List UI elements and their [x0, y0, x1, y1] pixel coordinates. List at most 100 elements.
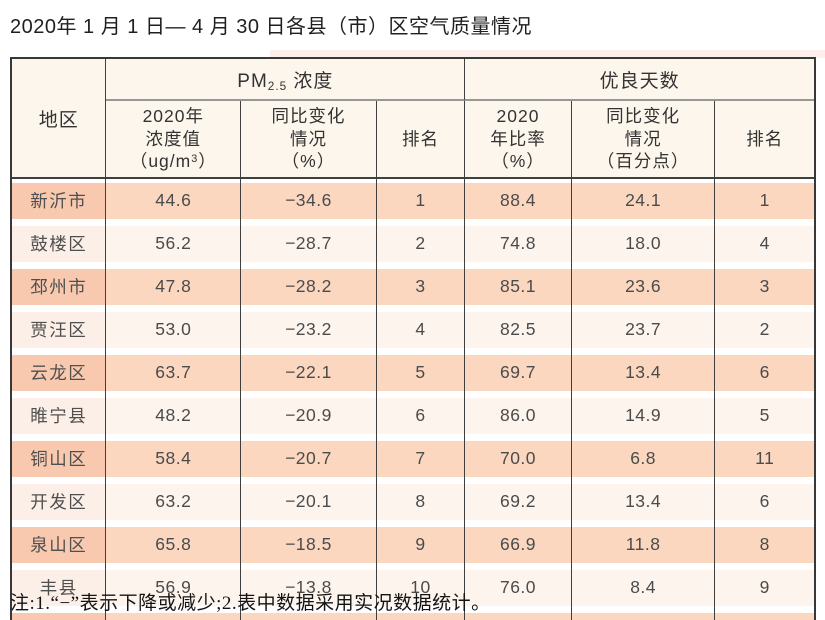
- cell-pm-value: 58.4: [106, 437, 242, 480]
- cell-region: 新沂市: [12, 179, 107, 222]
- cell-region: 睢宁县: [12, 394, 107, 437]
- cell-good-ratio: 85.1: [465, 265, 572, 308]
- cell-pm-rank: 8: [376, 480, 466, 523]
- cell-good-change: 18.0: [571, 222, 716, 265]
- table-row: 开发区 63.2 −20.1 8 69.2 13.4 6: [12, 480, 814, 523]
- cell-good-rank: 6: [715, 351, 814, 394]
- cell-good-change: 13.4: [571, 351, 716, 394]
- cell-pm-value: 65.8: [106, 523, 242, 566]
- cell-good-change: 24.1: [571, 179, 716, 222]
- cell-good-ratio: 69.2: [465, 480, 572, 523]
- cell-good-ratio: 82.5: [465, 308, 572, 351]
- cell-region: 泉山区: [12, 523, 107, 566]
- cell-region: 铜山区: [12, 437, 107, 480]
- cell-region: 云龙区: [12, 351, 107, 394]
- cell-pm-change: −20.7: [241, 437, 377, 480]
- cell-good-change: 11.8: [571, 523, 716, 566]
- cell-good-rank: 8: [715, 523, 814, 566]
- cell-pm-rank: 6: [376, 394, 466, 437]
- table-row: 沛县 62.8 −1.7 11 72.5 8.0 10: [12, 609, 814, 620]
- cell-good-rank: 11: [715, 437, 814, 480]
- cell-good-change: 8.4: [571, 566, 716, 609]
- table-row: 丰县 56.9 −13.8 10 76.0 8.4 9: [12, 566, 814, 609]
- cell-pm-rank: 9: [376, 523, 466, 566]
- air-quality-table: 地区 PM2.5 浓度 优良天数 2020年 浓度值 （ug/m3） 同比变化 …: [10, 57, 816, 620]
- cell-good-change: 13.4: [571, 480, 716, 523]
- cell-good-ratio: 74.8: [465, 222, 572, 265]
- cell-good-rank: 4: [715, 222, 814, 265]
- cell-pm-rank: 7: [376, 437, 466, 480]
- page-title: 2020年 1 月 1 日— 4 月 30 日各县（市）区空气质量情况: [10, 16, 533, 38]
- cell-good-ratio: 69.7: [465, 351, 572, 394]
- cell-good-ratio: 88.4: [465, 179, 572, 222]
- cell-region: 邳州市: [12, 265, 107, 308]
- table-row: 睢宁县 48.2 −20.9 6 86.0 14.9 5: [12, 394, 814, 437]
- cell-region: 鼓楼区: [12, 222, 107, 265]
- table-body: 新沂市 44.6 −34.6 1 88.4 24.1 1 鼓楼区 56.2 −2…: [12, 179, 814, 620]
- cell-pm-rank: 2: [376, 222, 466, 265]
- cell-pm-value: 62.8: [106, 609, 242, 620]
- column-group-good-days: 优良天数: [465, 59, 814, 101]
- column-group-pm25: PM2.5 浓度: [106, 59, 466, 101]
- cell-pm-change: −1.7: [241, 609, 377, 620]
- cell-pm-value: 53.0: [106, 308, 242, 351]
- cell-good-change: 14.9: [571, 394, 716, 437]
- cell-region: 丰县: [12, 566, 107, 609]
- column-header-pm-rank: 排名: [376, 101, 466, 179]
- column-header-good-ratio: 2020 年比率 （%）: [465, 101, 572, 179]
- cell-pm-value: 63.7: [106, 351, 242, 394]
- cell-good-change: 23.7: [571, 308, 716, 351]
- pm25-label: PM2.5 浓度: [237, 70, 334, 93]
- table-row: 泉山区 65.8 −18.5 9 66.9 11.8 8: [12, 523, 814, 566]
- cell-pm-change: −34.6: [241, 179, 377, 222]
- cell-good-change: 6.8: [571, 437, 716, 480]
- group-header-row: 地区 PM2.5 浓度 优良天数: [12, 59, 814, 179]
- decorative-strip: [270, 50, 825, 58]
- cell-pm-value: 47.8: [106, 265, 242, 308]
- cell-good-rank: 9: [715, 566, 814, 609]
- cell-region: 开发区: [12, 480, 107, 523]
- cell-pm-change: −28.2: [241, 265, 377, 308]
- sub-header-row: 2020年 浓度值 （ug/m3） 同比变化 情况 （%） 排名 2020 年比…: [12, 101, 814, 179]
- column-header-pm-change: 同比变化 情况 （%）: [241, 101, 377, 179]
- cell-region: 贾汪区: [12, 308, 107, 351]
- table-row: 鼓楼区 56.2 −28.7 2 74.8 18.0 4: [12, 222, 814, 265]
- cell-pm-rank: 1: [376, 179, 466, 222]
- cell-pm-rank: 4: [376, 308, 466, 351]
- table-row: 铜山区 58.4 −20.7 7 70.0 6.8 11: [12, 437, 814, 480]
- cell-good-ratio: 70.0: [465, 437, 572, 480]
- cell-region: 沛县: [12, 609, 107, 620]
- table-header: 地区 PM2.5 浓度 优良天数 2020年 浓度值 （ug/m3） 同比变化 …: [12, 59, 814, 179]
- cell-pm-change: −22.1: [241, 351, 377, 394]
- cell-good-rank: 5: [715, 394, 814, 437]
- table-row: 贾汪区 53.0 −23.2 4 82.5 23.7 2: [12, 308, 814, 351]
- cell-pm-change: −13.8: [241, 566, 377, 609]
- cell-pm-change: −28.7: [241, 222, 377, 265]
- cell-pm-change: −23.2: [241, 308, 377, 351]
- column-header-good-rank: 排名: [715, 101, 814, 179]
- cell-pm-value: 63.2: [106, 480, 242, 523]
- cell-good-ratio: 86.0: [465, 394, 572, 437]
- cell-good-rank: 6: [715, 480, 814, 523]
- table-row: 邳州市 47.8 −28.2 3 85.1 23.6 3: [12, 265, 814, 308]
- cell-good-change: 8.0: [571, 609, 716, 620]
- cell-good-ratio: 76.0: [465, 566, 572, 609]
- cell-good-rank: 3: [715, 265, 814, 308]
- cell-pm-rank: 11: [376, 609, 466, 620]
- cell-good-rank: 1: [715, 179, 814, 222]
- cell-pm-change: −18.5: [241, 523, 377, 566]
- cell-pm-value: 48.2: [106, 394, 242, 437]
- cell-good-rank: 10: [715, 609, 814, 620]
- table-row: 新沂市 44.6 −34.6 1 88.4 24.1 1: [12, 179, 814, 222]
- cell-pm-change: −20.9: [241, 394, 377, 437]
- cell-pm-change: −20.1: [241, 480, 377, 523]
- cell-pm-value: 44.6: [106, 179, 242, 222]
- cell-good-ratio: 66.9: [465, 523, 572, 566]
- table-footnote: 注:1.“−”表示下降或减少;2.表中数据采用实况数据统计。: [10, 593, 491, 614]
- cell-good-rank: 2: [715, 308, 814, 351]
- column-header-good-change: 同比变化 情况 （百分点）: [571, 101, 716, 179]
- cell-pm-rank: 5: [376, 351, 466, 394]
- column-header-pm-value: 2020年 浓度值 （ug/m3）: [106, 101, 242, 179]
- cell-pm-rank: 10: [376, 566, 466, 609]
